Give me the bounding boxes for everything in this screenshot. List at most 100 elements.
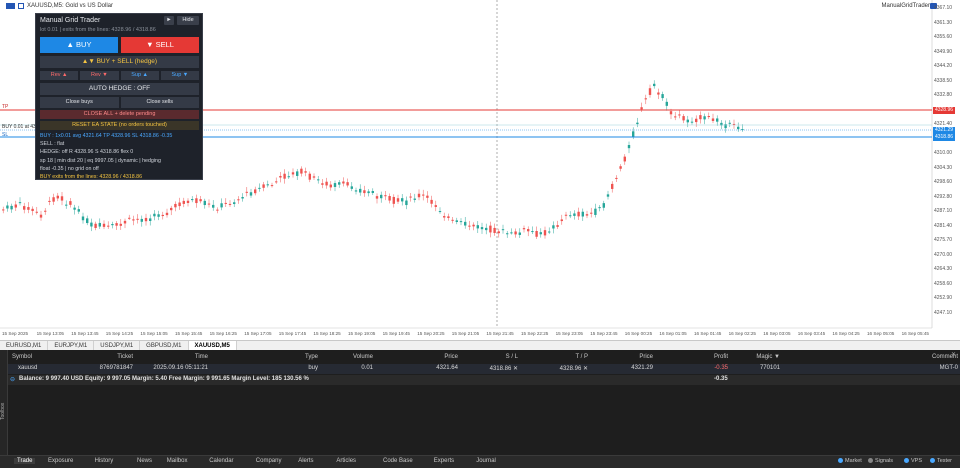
rev-up-button[interactable]: Rev ▲	[40, 71, 79, 80]
toolbox-tab[interactable]: Trade	[14, 458, 36, 464]
auto-hedge-toggle[interactable]: AUTO HEDGE : OFF	[40, 83, 199, 95]
column-header[interactable]: Ticket	[117, 354, 133, 360]
sup-up-button[interactable]: Sup ▲	[120, 71, 159, 80]
candle	[279, 175, 282, 178]
toolbox-tab[interactable]: Mailbox	[166, 458, 188, 464]
candle	[304, 171, 307, 173]
panel-arrow-button[interactable]: ►	[164, 16, 174, 25]
ea-hat-icon[interactable]	[930, 3, 937, 9]
toolbox-tab[interactable]: Company	[255, 458, 282, 464]
reset-state-button[interactable]: RESET EA STATE (no orders touched)	[40, 121, 199, 130]
table-cell: 0.01	[361, 365, 373, 371]
toolbox-tab[interactable]: Code Base	[383, 458, 413, 464]
candle	[98, 222, 101, 227]
toolbox-tab[interactable]: Calendar	[209, 458, 234, 464]
candle	[497, 231, 500, 234]
toolbox-tab[interactable]: Experts	[433, 458, 455, 464]
chart-symbol-icon	[6, 3, 15, 9]
time-tick: 15 Sep 17:45	[278, 331, 307, 336]
toolbox-tab[interactable]: Alerts	[298, 458, 314, 464]
price-badge: 4328.96	[933, 107, 955, 114]
close-sells-button[interactable]: Close sells	[120, 97, 199, 108]
grid-trader-panel[interactable]: Manual Grid Trader ► Hide lot 0.01 | exi…	[35, 13, 203, 180]
candle	[493, 227, 496, 233]
table-row[interactable]	[8, 364, 960, 374]
toolbox-tab[interactable]: History	[94, 458, 114, 464]
candle	[220, 203, 223, 208]
price-tick: 4367.10	[934, 5, 953, 11]
signals-status[interactable]: Signals	[868, 458, 893, 464]
time-tick: 15 Sep 20:25	[417, 331, 445, 336]
candle	[522, 228, 526, 230]
candle	[308, 173, 311, 180]
symbol-tab[interactable]: EURUSD,M1	[0, 341, 49, 351]
market-status[interactable]: Market	[838, 458, 862, 464]
price-tick: 4287.10	[934, 208, 953, 214]
candle	[606, 194, 610, 197]
vps-status[interactable]: VPS	[904, 458, 922, 464]
candle	[501, 229, 505, 231]
tester-status[interactable]: Tester	[930, 458, 952, 464]
candle	[539, 232, 542, 235]
price-tick: 4304.30	[934, 164, 953, 171]
buy-button[interactable]: ▲ BUY	[40, 37, 118, 53]
close-buys-button[interactable]: Close buys	[40, 97, 119, 108]
column-header[interactable]: Time	[194, 354, 208, 360]
symbol-tab[interactable]: XAUUSD,M5	[188, 341, 237, 351]
candle	[325, 181, 328, 186]
column-header[interactable]: Price	[444, 354, 458, 360]
price-tick: 4247.10	[934, 309, 953, 316]
chart-canvas[interactable]	[0, 0, 960, 340]
symbol-tab[interactable]: EURJPY,M1	[48, 341, 95, 351]
toolbox-tab[interactable]: News	[137, 458, 153, 464]
toolbox-tab[interactable]: Exposure	[48, 458, 74, 464]
column-header[interactable]: Price	[639, 354, 653, 360]
time-tick: 15 Sep 15:05	[140, 331, 168, 336]
candle	[695, 118, 698, 123]
toolbox-tab[interactable]: Journal	[476, 458, 496, 464]
symbol-tab[interactable]: GBPUSD,M1	[140, 341, 189, 351]
candle	[354, 190, 358, 192]
candle	[527, 229, 530, 232]
price-tick: 4270.00	[934, 251, 953, 258]
toolbox-tabs: Trade Exposure History News Mailbox Calendar C…	[0, 455, 960, 468]
time-tick: 16 Sep 03:45	[797, 331, 826, 336]
candle	[296, 171, 299, 176]
vps-label: VPS	[911, 458, 923, 464]
column-header[interactable]: Symbol	[12, 354, 33, 360]
account-summary: Balance: 9 997.40 USD Equity: 9 997.05 M…	[19, 376, 309, 382]
candle	[632, 131, 635, 137]
column-header[interactable]: S / L	[505, 354, 518, 360]
candle	[653, 83, 656, 87]
sup-down-button[interactable]: Sup ▼	[160, 71, 199, 80]
candle	[207, 203, 211, 205]
column-header[interactable]: Magic ▼	[756, 354, 780, 360]
column-header[interactable]: Comment	[931, 354, 958, 360]
price-tick: 4310.00	[934, 150, 953, 156]
panel-title: Manual Grid Trader	[40, 17, 101, 24]
toolbox-side[interactable]: Toolbox	[0, 350, 8, 455]
column-header[interactable]: Type	[304, 354, 318, 360]
toolbox-tab[interactable]: Articles	[336, 458, 357, 464]
close-all-button[interactable]: CLOSE ALL + delete pending	[40, 110, 199, 119]
symbol-tab[interactable]: USDJPY,M1	[94, 341, 141, 351]
candle	[249, 192, 253, 196]
candle	[485, 227, 488, 231]
candle	[2, 209, 5, 211]
candle	[333, 183, 337, 187]
candle	[363, 190, 366, 194]
sell-button[interactable]: ▼ SELL	[121, 37, 199, 53]
column-header[interactable]: Profit	[713, 354, 728, 360]
hedge-button[interactable]: ▲▼ BUY + SELL (hedge)	[40, 56, 199, 68]
panel-hide-button[interactable]: Hide	[177, 16, 199, 25]
candle	[182, 200, 185, 204]
price-chart[interactable]: XAUUSD,M5: Gold vs US Dollar ManualGridT…	[0, 0, 960, 340]
candle	[434, 205, 437, 207]
column-header[interactable]: Volume	[352, 354, 373, 360]
column-header[interactable]: T / P	[575, 354, 588, 360]
candle	[60, 196, 64, 201]
tester-icon	[930, 458, 935, 463]
close-icon[interactable]: ✕	[950, 352, 956, 358]
candle	[569, 215, 572, 217]
rev-down-button[interactable]: Rev ▼	[80, 71, 119, 80]
